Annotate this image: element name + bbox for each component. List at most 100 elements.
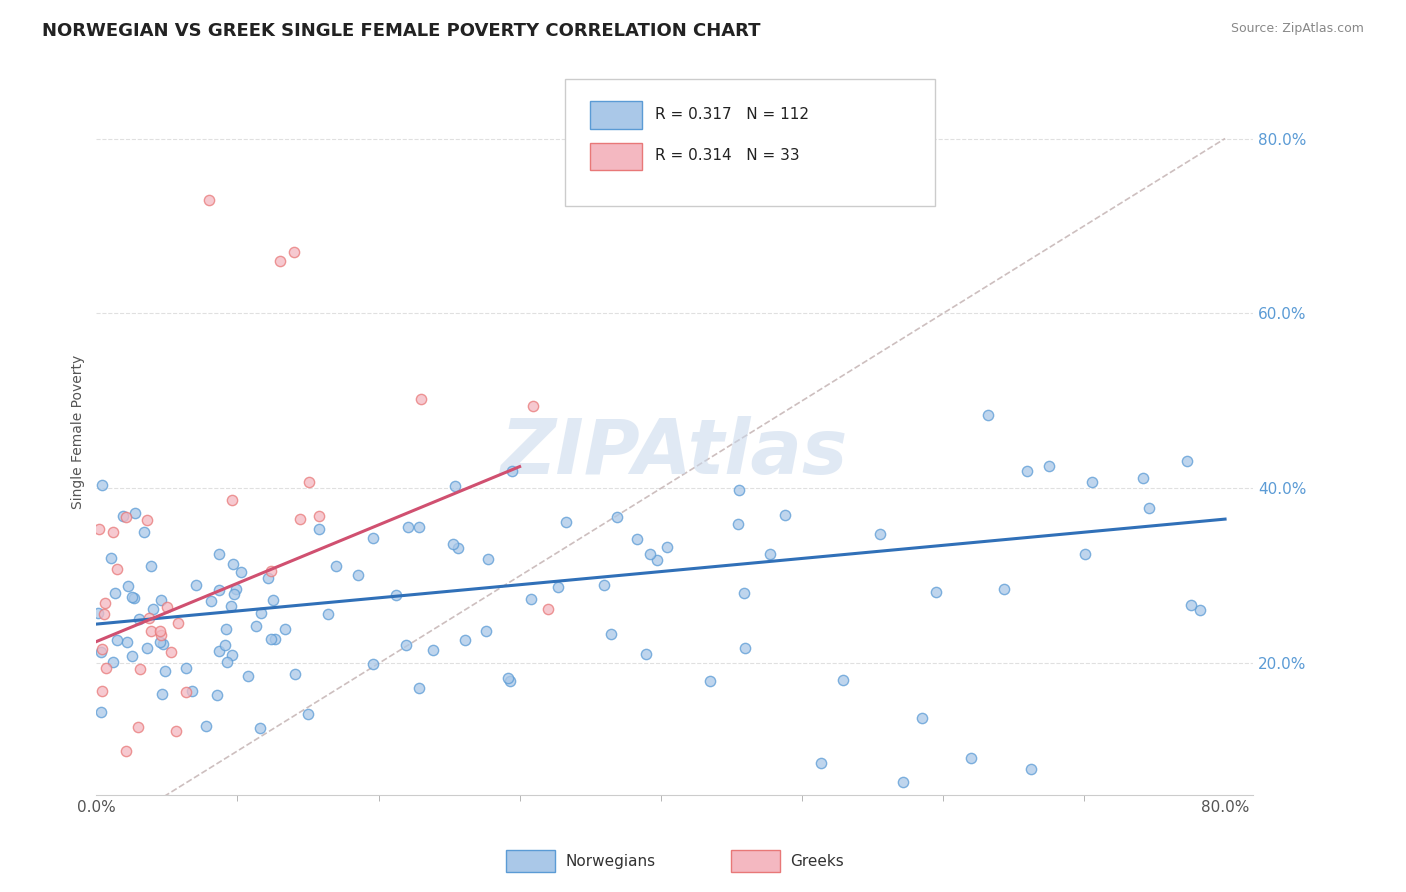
- Point: [156, 600, 179, 615]
- Point: [593, 578, 616, 592]
- Point: [115, 509, 138, 524]
- Point: [115, 744, 138, 758]
- Point: [395, 638, 418, 652]
- Point: [773, 508, 796, 523]
- Point: [733, 586, 755, 600]
- Point: [325, 559, 347, 574]
- Point: [499, 673, 522, 688]
- Point: [149, 592, 172, 607]
- Point: [165, 724, 187, 739]
- Point: [283, 245, 305, 260]
- Point: [1081, 475, 1104, 489]
- FancyBboxPatch shape: [591, 101, 643, 128]
- Point: [925, 585, 948, 599]
- Point: [288, 512, 311, 526]
- Point: [408, 681, 430, 696]
- Point: [346, 567, 368, 582]
- Point: [90, 645, 112, 659]
- Point: [555, 515, 578, 529]
- Point: [260, 632, 283, 647]
- Point: [891, 774, 914, 789]
- Point: [221, 493, 243, 508]
- Point: [363, 657, 385, 671]
- Point: [160, 645, 183, 659]
- Point: [408, 520, 430, 534]
- Point: [260, 564, 283, 578]
- Point: [222, 557, 245, 571]
- Point: [728, 483, 751, 497]
- Point: [181, 684, 204, 698]
- Point: [87, 522, 110, 536]
- Point: [93, 607, 115, 621]
- FancyBboxPatch shape: [591, 143, 643, 170]
- Point: [911, 711, 934, 725]
- Point: [219, 599, 242, 614]
- Point: [249, 722, 271, 736]
- Point: [225, 582, 247, 596]
- Point: [734, 640, 756, 655]
- Point: [316, 607, 339, 622]
- Point: [207, 643, 229, 657]
- Point: [184, 578, 207, 592]
- Point: [124, 591, 146, 605]
- Point: [976, 408, 998, 422]
- Point: [501, 465, 523, 479]
- Text: NORWEGIAN VS GREEK SINGLE FEMALE POVERTY CORRELATION CHART: NORWEGIAN VS GREEK SINGLE FEMALE POVERTY…: [42, 22, 761, 40]
- Point: [149, 635, 172, 649]
- Point: [308, 509, 330, 524]
- Point: [138, 611, 160, 625]
- Point: [1137, 500, 1160, 515]
- Point: [124, 507, 146, 521]
- Point: [1019, 762, 1042, 776]
- Point: [606, 510, 628, 524]
- Text: Norwegians: Norwegians: [565, 855, 655, 869]
- Point: [1074, 547, 1097, 561]
- Point: [308, 523, 330, 537]
- Point: [174, 684, 197, 698]
- Point: [475, 624, 498, 638]
- Point: [139, 624, 162, 638]
- Point: [655, 541, 678, 555]
- Point: [121, 648, 143, 663]
- Point: [699, 673, 721, 688]
- Point: [155, 664, 177, 678]
- Point: [127, 720, 149, 734]
- Point: [105, 632, 128, 647]
- Text: Source: ZipAtlas.com: Source: ZipAtlas.com: [1230, 22, 1364, 36]
- Text: R = 0.317   N = 112: R = 0.317 N = 112: [655, 107, 808, 122]
- Point: [447, 541, 470, 555]
- Point: [94, 596, 117, 610]
- Point: [194, 719, 217, 733]
- Point: [215, 622, 238, 636]
- Point: [645, 553, 668, 567]
- Point: [100, 551, 122, 566]
- Point: [547, 580, 569, 594]
- Point: [245, 619, 267, 633]
- Point: [205, 688, 228, 702]
- Point: [136, 641, 159, 656]
- Point: [396, 520, 419, 534]
- Point: [262, 592, 284, 607]
- Point: [224, 587, 246, 601]
- Point: [269, 254, 291, 268]
- Point: [90, 705, 112, 719]
- Point: [832, 673, 855, 688]
- Point: [152, 637, 174, 651]
- Point: [200, 593, 222, 607]
- Point: [1015, 464, 1038, 478]
- Point: [537, 602, 560, 616]
- Point: [128, 612, 150, 626]
- Point: [214, 638, 236, 652]
- Point: [94, 661, 117, 675]
- Point: [150, 686, 173, 700]
- Point: [441, 537, 464, 551]
- Point: [444, 479, 467, 493]
- Point: [810, 756, 832, 770]
- Point: [136, 513, 159, 527]
- Point: [221, 648, 243, 662]
- Point: [208, 582, 231, 597]
- Point: [522, 399, 544, 413]
- Y-axis label: Single Female Poverty: Single Female Poverty: [72, 354, 86, 508]
- Point: [104, 585, 127, 599]
- Point: [112, 509, 135, 524]
